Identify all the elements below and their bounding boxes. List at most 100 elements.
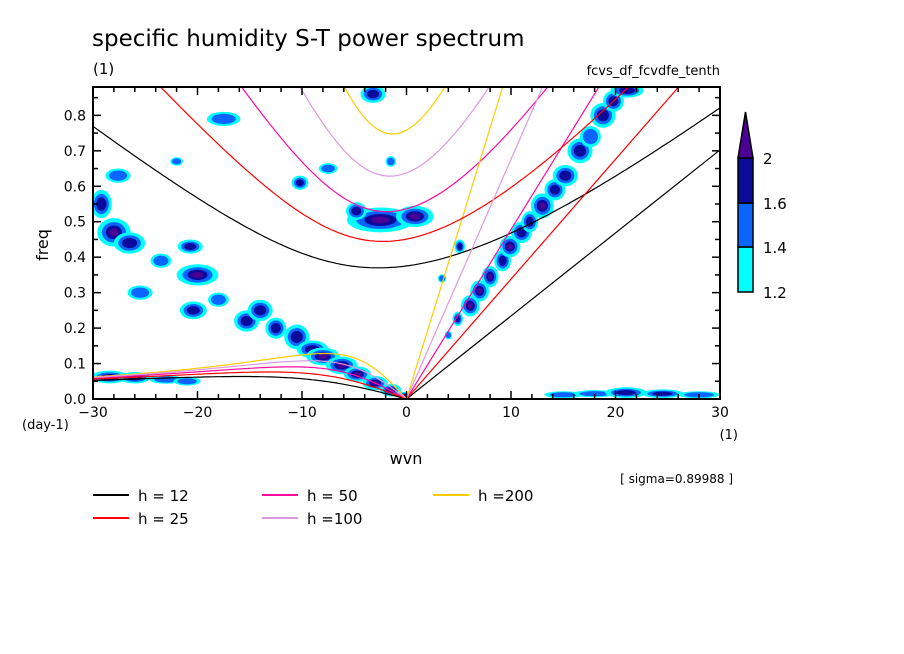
ig-curve-h200 xyxy=(343,87,446,135)
shaded-region xyxy=(579,391,610,397)
y-tick-labels: 0.0 0.1 0.2 0.3 0.4 0.5 0.6 0.7 0.8 xyxy=(64,108,86,408)
legend-label: h = 50 xyxy=(307,487,358,505)
shaded-region xyxy=(191,271,204,278)
shaded-region xyxy=(321,164,335,173)
colorbar-segment xyxy=(737,202,754,248)
shaded-region xyxy=(487,273,493,280)
colorbar-label: 2 xyxy=(763,150,773,168)
shaded-contours xyxy=(93,87,720,399)
y-tick-label: 0.3 xyxy=(64,286,86,302)
x-axis-unit: (1) xyxy=(720,428,738,443)
shaded-region xyxy=(507,243,513,250)
shaded-region xyxy=(539,202,546,210)
ig-curve-h25 xyxy=(159,87,630,242)
colorbar-label: 1.2 xyxy=(763,284,787,302)
colorbar-label: 1.4 xyxy=(763,239,787,257)
rossby-curve-h25 xyxy=(93,371,407,399)
shaded-region xyxy=(367,89,380,99)
shaded-region xyxy=(559,170,572,181)
kelvin-line-h12 xyxy=(406,149,720,399)
y-tick-label: 0.0 xyxy=(64,392,86,408)
colorbar: 1.2 1.4 1.6 2 xyxy=(737,111,787,302)
kelvin-line-h50 xyxy=(405,87,600,399)
shaded-region xyxy=(211,113,236,125)
x-tick-labels: −30 −20 −10 0 10 20 30 xyxy=(78,405,729,421)
shaded-region xyxy=(525,216,534,227)
legend-label: h = 25 xyxy=(138,510,189,528)
kelvin-line-h25 xyxy=(406,87,680,399)
shaded-region xyxy=(467,302,473,309)
rossby-curve-h50 xyxy=(93,366,407,399)
shaded-region xyxy=(96,197,107,211)
ig-curve-h100 xyxy=(299,87,490,177)
shaded-region xyxy=(457,243,463,250)
shaded-region xyxy=(582,128,598,145)
y-tick-label: 0.5 xyxy=(64,215,86,231)
sigma-annotation: [ sigma=0.89988 ] xyxy=(620,472,733,486)
chart-title: specific humidity S-T power spectrum xyxy=(92,26,524,52)
shaded-region xyxy=(270,322,281,334)
shaded-region xyxy=(254,305,267,316)
legend-label: h = 12 xyxy=(138,487,189,505)
shaded-region xyxy=(615,390,636,396)
y-tick-label: 0.8 xyxy=(64,108,86,124)
shaded-region xyxy=(498,255,507,266)
chart-subtitle-left: (1) xyxy=(93,60,114,78)
x-tick-label: 20 xyxy=(607,405,625,421)
y-tick-label: 0.2 xyxy=(64,321,86,337)
colorbar-label: 1.6 xyxy=(763,195,787,213)
shaded-region xyxy=(153,255,169,266)
shaded-region xyxy=(172,158,182,165)
shaded-region xyxy=(477,287,483,294)
rossby-curve-h200 xyxy=(93,352,407,399)
shaded-region xyxy=(240,315,253,327)
kelvin-line-h200 xyxy=(405,87,504,399)
axis-ticks xyxy=(92,87,721,400)
shaded-region xyxy=(409,213,421,220)
shaded-region xyxy=(210,294,226,305)
colorbar-segment xyxy=(737,157,754,204)
y-tick-label: 0.6 xyxy=(64,179,86,195)
x-axis-label: wvn xyxy=(390,449,423,468)
y-tick-label: 0.7 xyxy=(64,144,86,160)
x-tick-label: −30 xyxy=(78,405,108,421)
shaded-region xyxy=(122,237,138,249)
x-tick-label: 30 xyxy=(711,405,729,421)
shaded-region xyxy=(186,306,200,315)
legend: h = 12 h = 50 h =200 h = 25 h =100 xyxy=(93,487,533,528)
colorbar-extend-triangle xyxy=(737,111,754,159)
shaded-region xyxy=(318,353,328,359)
ig-curve-h50 xyxy=(240,87,549,213)
shaded-region xyxy=(573,144,586,157)
shaded-region xyxy=(184,243,197,250)
colorbar-segment xyxy=(737,246,754,293)
x-tick-label: 0 xyxy=(402,405,411,421)
shaded-region xyxy=(652,391,673,396)
shaded-region xyxy=(549,184,560,195)
shaded-region xyxy=(387,157,395,166)
shaded-region xyxy=(295,179,304,187)
shaded-region xyxy=(371,216,390,224)
shaded-region xyxy=(130,287,150,298)
shaded-region xyxy=(109,170,128,181)
y-tick-label: 0.1 xyxy=(64,357,86,373)
shaded-region xyxy=(290,330,303,343)
shaded-region xyxy=(596,109,609,122)
rossby-curve-h12 xyxy=(93,375,407,399)
kelvin-line-h100 xyxy=(405,87,544,399)
legend-label: h =200 xyxy=(478,487,533,505)
shaded-region xyxy=(351,206,362,216)
shaded-region xyxy=(177,378,197,385)
dispersion-curves xyxy=(93,87,720,399)
x-tick-label: 10 xyxy=(502,405,520,421)
y-tick-label: 0.4 xyxy=(64,250,86,266)
x-tick-label: −10 xyxy=(287,405,317,421)
rossby-curve-h100 xyxy=(93,360,407,399)
chart-subtitle-right: fcvs_df_fcvdfe_tenth xyxy=(587,64,720,79)
legend-label: h =100 xyxy=(307,510,362,528)
y-axis-unit: (day-1) xyxy=(22,418,69,433)
ig-curve-h12 xyxy=(93,107,720,269)
shaded-region xyxy=(109,228,119,237)
y-axis-label: freq xyxy=(33,229,52,261)
